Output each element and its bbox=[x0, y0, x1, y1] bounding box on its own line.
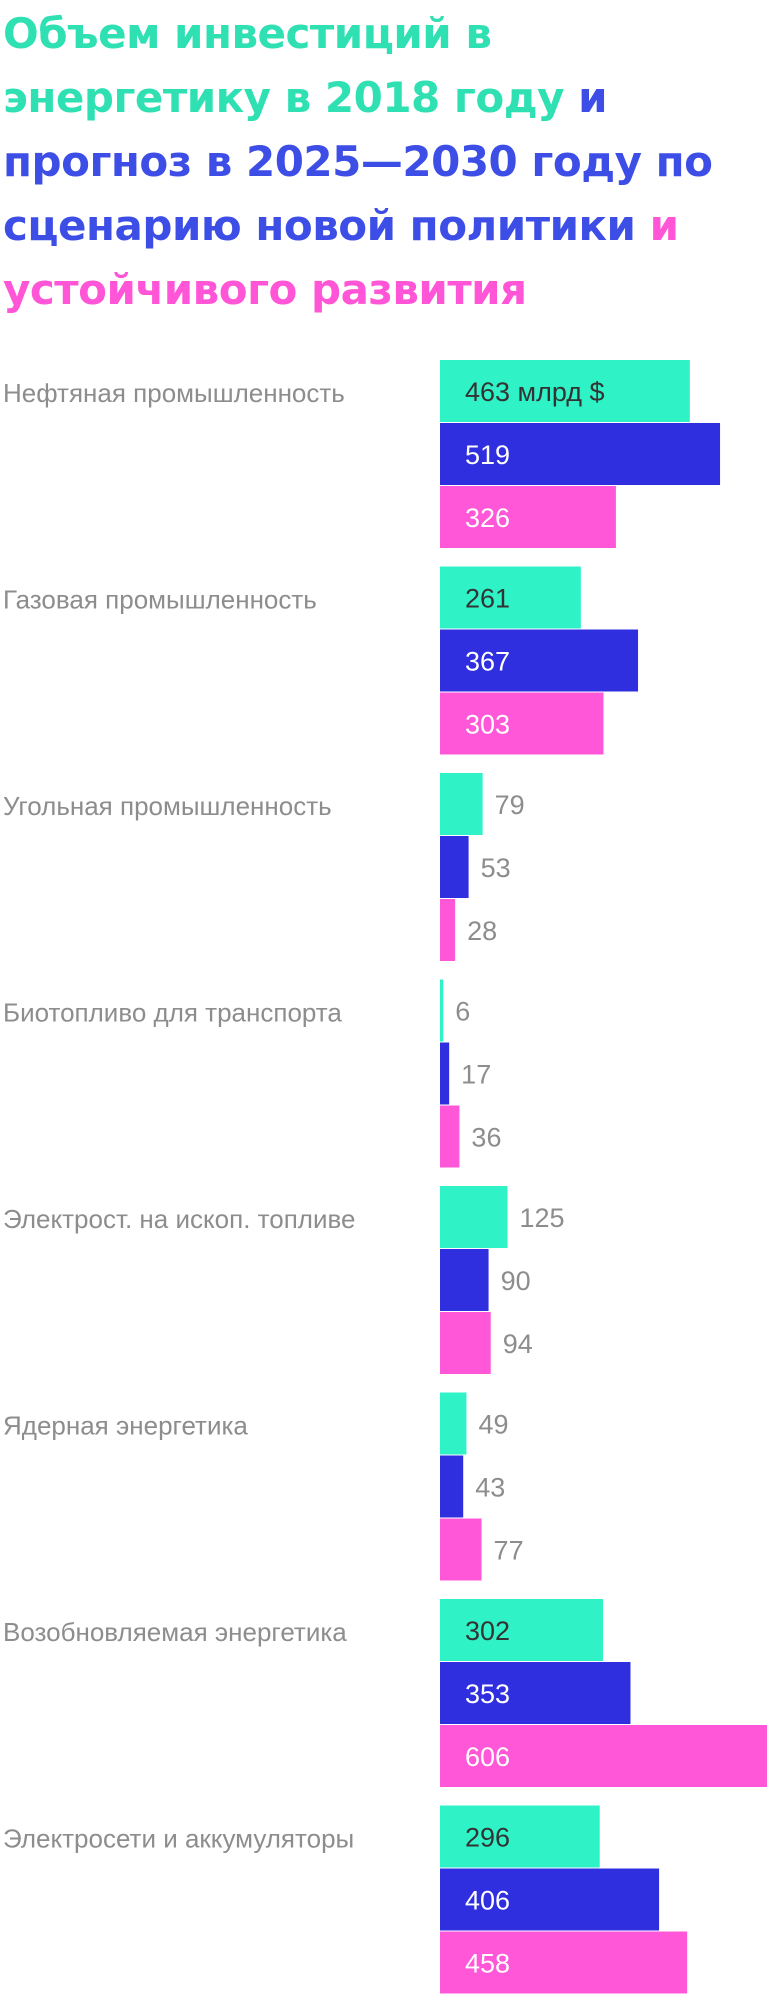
value-label: 94 bbox=[503, 1329, 533, 1359]
bar-group: Биотопливо для транспорта 6 17 36 bbox=[3, 979, 501, 1168]
value-label: 53 bbox=[481, 853, 511, 883]
bar-y2018 bbox=[440, 1392, 467, 1455]
value-label: 36 bbox=[471, 1123, 501, 1153]
category-label: Электрост. на ископ. топливе bbox=[3, 1204, 355, 1234]
title-part-1: Объем инвестиций в энергетику в bbox=[3, 9, 492, 122]
value-label: 90 bbox=[501, 1266, 531, 1296]
bar-new-policy bbox=[440, 1249, 489, 1311]
category-label: Электросети и аккумуляторы bbox=[3, 1824, 354, 1854]
bar-sustainable bbox=[440, 1105, 460, 1168]
bar-group: Ядерная энергетика 49 43 77 bbox=[3, 1392, 524, 1581]
bar-group: Газовая промышленность 261 367 303 bbox=[3, 566, 639, 755]
bar-y2018 bbox=[440, 979, 444, 1042]
value-label: 49 bbox=[478, 1410, 508, 1440]
bar-sustainable bbox=[440, 486, 616, 548]
bar-sustainable bbox=[440, 692, 604, 755]
value-label: 43 bbox=[475, 1473, 505, 1503]
value-label: 261 bbox=[465, 584, 510, 614]
bar-new-policy bbox=[440, 1662, 631, 1724]
bar-sustainable bbox=[440, 1931, 688, 1994]
bar-group: Электрост. на ископ. топливе 125 90 94 bbox=[3, 1186, 565, 1374]
category-label: Биотопливо для транспорта bbox=[3, 998, 342, 1028]
value-label: 406 bbox=[465, 1886, 510, 1916]
value-label: 458 bbox=[465, 1949, 510, 1979]
value-label: 28 bbox=[467, 916, 497, 946]
bar-sustainable bbox=[440, 1518, 482, 1581]
value-label: 125 bbox=[519, 1203, 564, 1233]
chart-title: Объем инвестиций в энергетику в 2018 год… bbox=[3, 2, 763, 322]
value-label: 519 bbox=[465, 440, 510, 470]
value-label: 79 bbox=[495, 790, 525, 820]
bar-group: Угольная промышленность 79 53 28 bbox=[3, 773, 525, 961]
value-label: 77 bbox=[494, 1536, 524, 1566]
bar-y2018 bbox=[440, 360, 690, 422]
category-label: Возобновляемая энергетика bbox=[3, 1617, 347, 1647]
bar-group: Электросети и аккумуляторы 296 406 458 bbox=[3, 1805, 688, 1994]
bar-y2018 bbox=[440, 1186, 508, 1248]
category-label: Газовая промышленность bbox=[3, 585, 317, 615]
bar-new-policy bbox=[440, 629, 639, 692]
bar-sustainable bbox=[440, 1725, 767, 1787]
value-label: 606 bbox=[465, 1742, 510, 1772]
category-label: Ядерная энергетика bbox=[3, 1411, 248, 1441]
value-label: 326 bbox=[465, 503, 510, 533]
title-part-sustainable: и устойчивого развития bbox=[3, 201, 679, 314]
bar-y2018 bbox=[440, 566, 581, 629]
bar-new-policy bbox=[440, 423, 721, 485]
category-label: Нефтяная промышленность bbox=[3, 378, 345, 408]
category-label: Угольная промышленность bbox=[3, 791, 332, 821]
bar-new-policy bbox=[440, 1455, 464, 1518]
bar-new-policy bbox=[440, 1868, 660, 1931]
bar-new-policy bbox=[440, 1042, 450, 1105]
value-label: 353 bbox=[465, 1679, 510, 1709]
value-label: 6 bbox=[455, 997, 470, 1027]
bar-new-policy bbox=[440, 836, 469, 898]
bar-group: Нефтяная промышленность 463 млрд $ 519 326 bbox=[3, 360, 721, 548]
value-label: 367 bbox=[465, 647, 510, 677]
title-part-new-policy: и прогноз в 2025—2030 году по сценарию н… bbox=[3, 73, 713, 250]
bar-sustainable bbox=[440, 899, 456, 961]
bar-y2018 bbox=[440, 773, 483, 835]
bar-sustainable bbox=[440, 1312, 491, 1374]
value-label: 463 млрд $ bbox=[465, 377, 605, 407]
value-label: 17 bbox=[461, 1060, 491, 1090]
bar-y2018 bbox=[440, 1805, 600, 1868]
title-part-2018: 2018 году bbox=[324, 73, 565, 122]
bar-group: Возобновляемая энергетика 302 353 606 bbox=[3, 1599, 767, 1787]
bar-y2018 bbox=[440, 1599, 603, 1661]
value-label: 303 bbox=[465, 710, 510, 740]
value-label: 296 bbox=[465, 1823, 510, 1853]
value-label: 302 bbox=[465, 1616, 510, 1646]
